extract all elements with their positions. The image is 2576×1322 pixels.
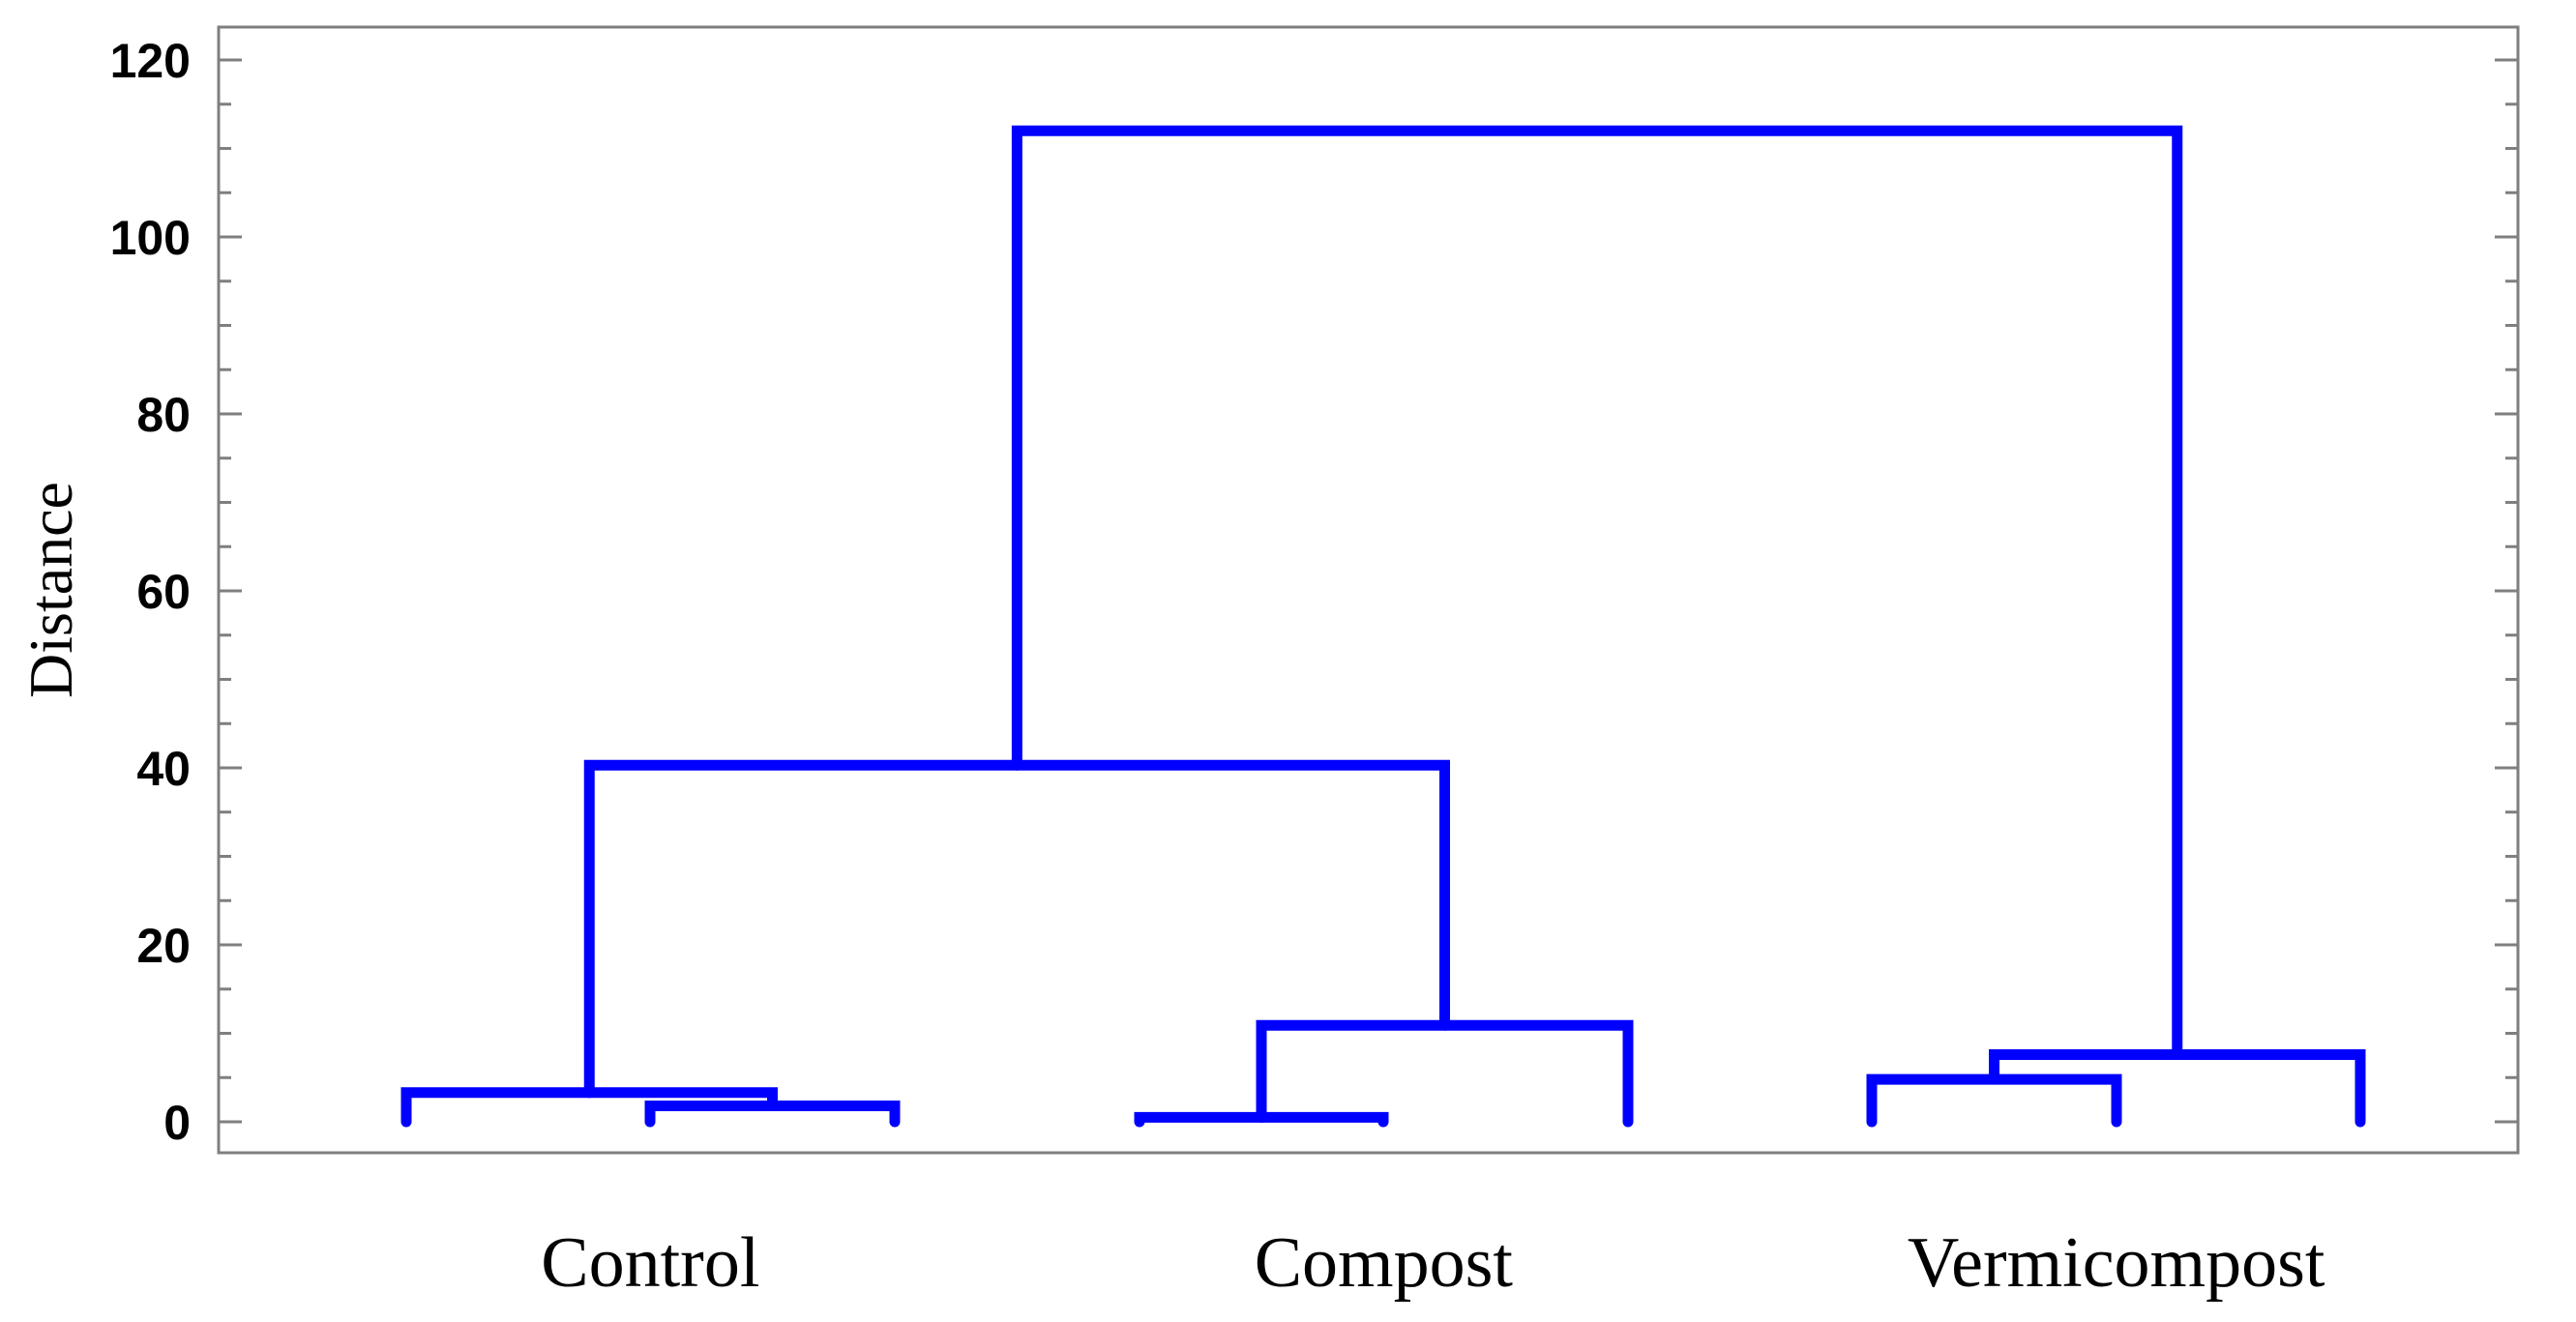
dendrogram-link-m8 (1011, 125, 2183, 1060)
dendrogram-link-m4 (1866, 1073, 2122, 1128)
y-axis-title: Distance (16, 482, 85, 698)
axis-labels: 0 20 40 60 80 100 120 Control Compost Vermicompos… (110, 34, 2325, 1303)
dendrogram-link-m7 (583, 759, 1450, 1099)
group-label-vermicompost: Vermicompost (1908, 1223, 2325, 1303)
dendrogram-link-m6 (1256, 1019, 1634, 1128)
group-label-control: Control (541, 1223, 759, 1303)
y-tick-label: 80 (136, 388, 191, 442)
axis-ticks (219, 58, 2518, 1124)
y-tick-label: 40 (136, 742, 191, 796)
group-label-compost: Compost (1255, 1223, 1514, 1303)
y-tick-label: 60 (136, 565, 191, 619)
y-tick-label: 120 (110, 34, 191, 88)
y-tick-label: 0 (163, 1096, 191, 1150)
y-tick-label: 100 (110, 211, 191, 265)
dendrogram-link-m5 (1989, 1048, 2366, 1128)
dendrogram-links (400, 125, 2366, 1128)
y-tick-label: 20 (136, 919, 191, 973)
